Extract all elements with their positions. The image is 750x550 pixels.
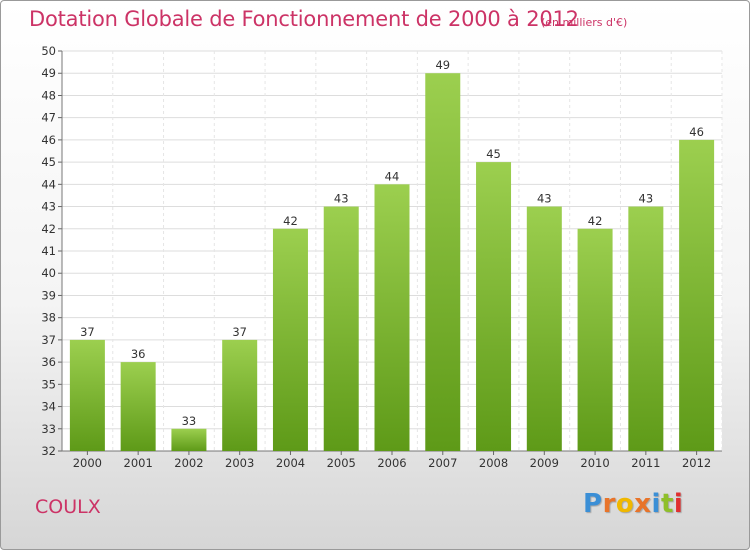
y-tick-label: 45 [41, 155, 56, 169]
proxiti-logo: Proxiti [583, 489, 684, 519]
bar-2003 [222, 339, 258, 451]
y-tick-label: 46 [41, 133, 56, 147]
y-tick-label: 40 [41, 266, 56, 280]
y-tick-label: 41 [41, 244, 56, 258]
bar-2005 [323, 206, 359, 451]
y-tick-label: 48 [41, 88, 56, 102]
y-tick-label: 35 [41, 377, 56, 391]
x-tick-label: 2003 [225, 456, 254, 470]
y-tick-label: 38 [41, 311, 56, 325]
x-tick-label: 2006 [377, 456, 406, 470]
x-tick-label: 2010 [580, 456, 609, 470]
data-label: 44 [385, 169, 400, 183]
data-label: 46 [689, 125, 704, 139]
y-tick-label: 44 [41, 177, 56, 191]
data-label: 37 [232, 325, 247, 339]
bar-2010 [577, 228, 613, 451]
y-tick-label: 33 [41, 422, 56, 436]
x-tick-label: 2001 [124, 456, 153, 470]
bar-2011 [628, 206, 664, 451]
chart-title: Dotation Globale de Fonctionnement de 20… [29, 7, 579, 31]
y-tick-label: 36 [41, 355, 56, 369]
bar-2001 [120, 362, 156, 451]
data-label: 49 [435, 58, 450, 72]
bar-2002 [171, 428, 207, 451]
bar-2008 [476, 162, 512, 451]
x-tick-label: 2011 [631, 456, 660, 470]
y-tick-label: 37 [41, 333, 56, 347]
data-label: 42 [283, 214, 298, 228]
data-label: 33 [182, 414, 197, 428]
y-tick-label: 50 [41, 44, 56, 58]
data-label: 37 [80, 325, 95, 339]
data-label: 43 [334, 192, 349, 206]
y-tick-label: 32 [41, 444, 56, 458]
x-tick-label: 2007 [428, 456, 457, 470]
chart-subtitle: (en milliers d'€) [541, 16, 628, 29]
bar-2004 [272, 228, 308, 451]
x-tick-label: 2005 [327, 456, 356, 470]
bar-2012 [679, 139, 715, 451]
data-label: 36 [131, 347, 146, 361]
x-tick-label: 2012 [682, 456, 711, 470]
data-label: 43 [537, 192, 552, 206]
y-tick-label: 43 [41, 200, 56, 214]
y-tick-label: 39 [41, 288, 56, 302]
bar-2006 [374, 184, 410, 452]
y-tick-label: 42 [41, 222, 56, 236]
bar-2000 [69, 339, 105, 451]
data-label: 45 [486, 147, 501, 161]
data-label: 42 [588, 214, 603, 228]
y-tick-label: 47 [41, 111, 56, 125]
commune-name: COULX [35, 496, 101, 518]
y-tick-label: 34 [41, 400, 56, 414]
x-tick-label: 2002 [174, 456, 203, 470]
bar-2009 [526, 206, 562, 451]
x-tick-label: 2009 [530, 456, 559, 470]
x-tick-label: 2008 [479, 456, 508, 470]
data-label: 43 [639, 192, 654, 206]
y-tick-label: 49 [41, 66, 56, 80]
x-tick-label: 2004 [276, 456, 305, 470]
bar-2007 [425, 73, 461, 451]
x-tick-label: 2000 [73, 456, 102, 470]
